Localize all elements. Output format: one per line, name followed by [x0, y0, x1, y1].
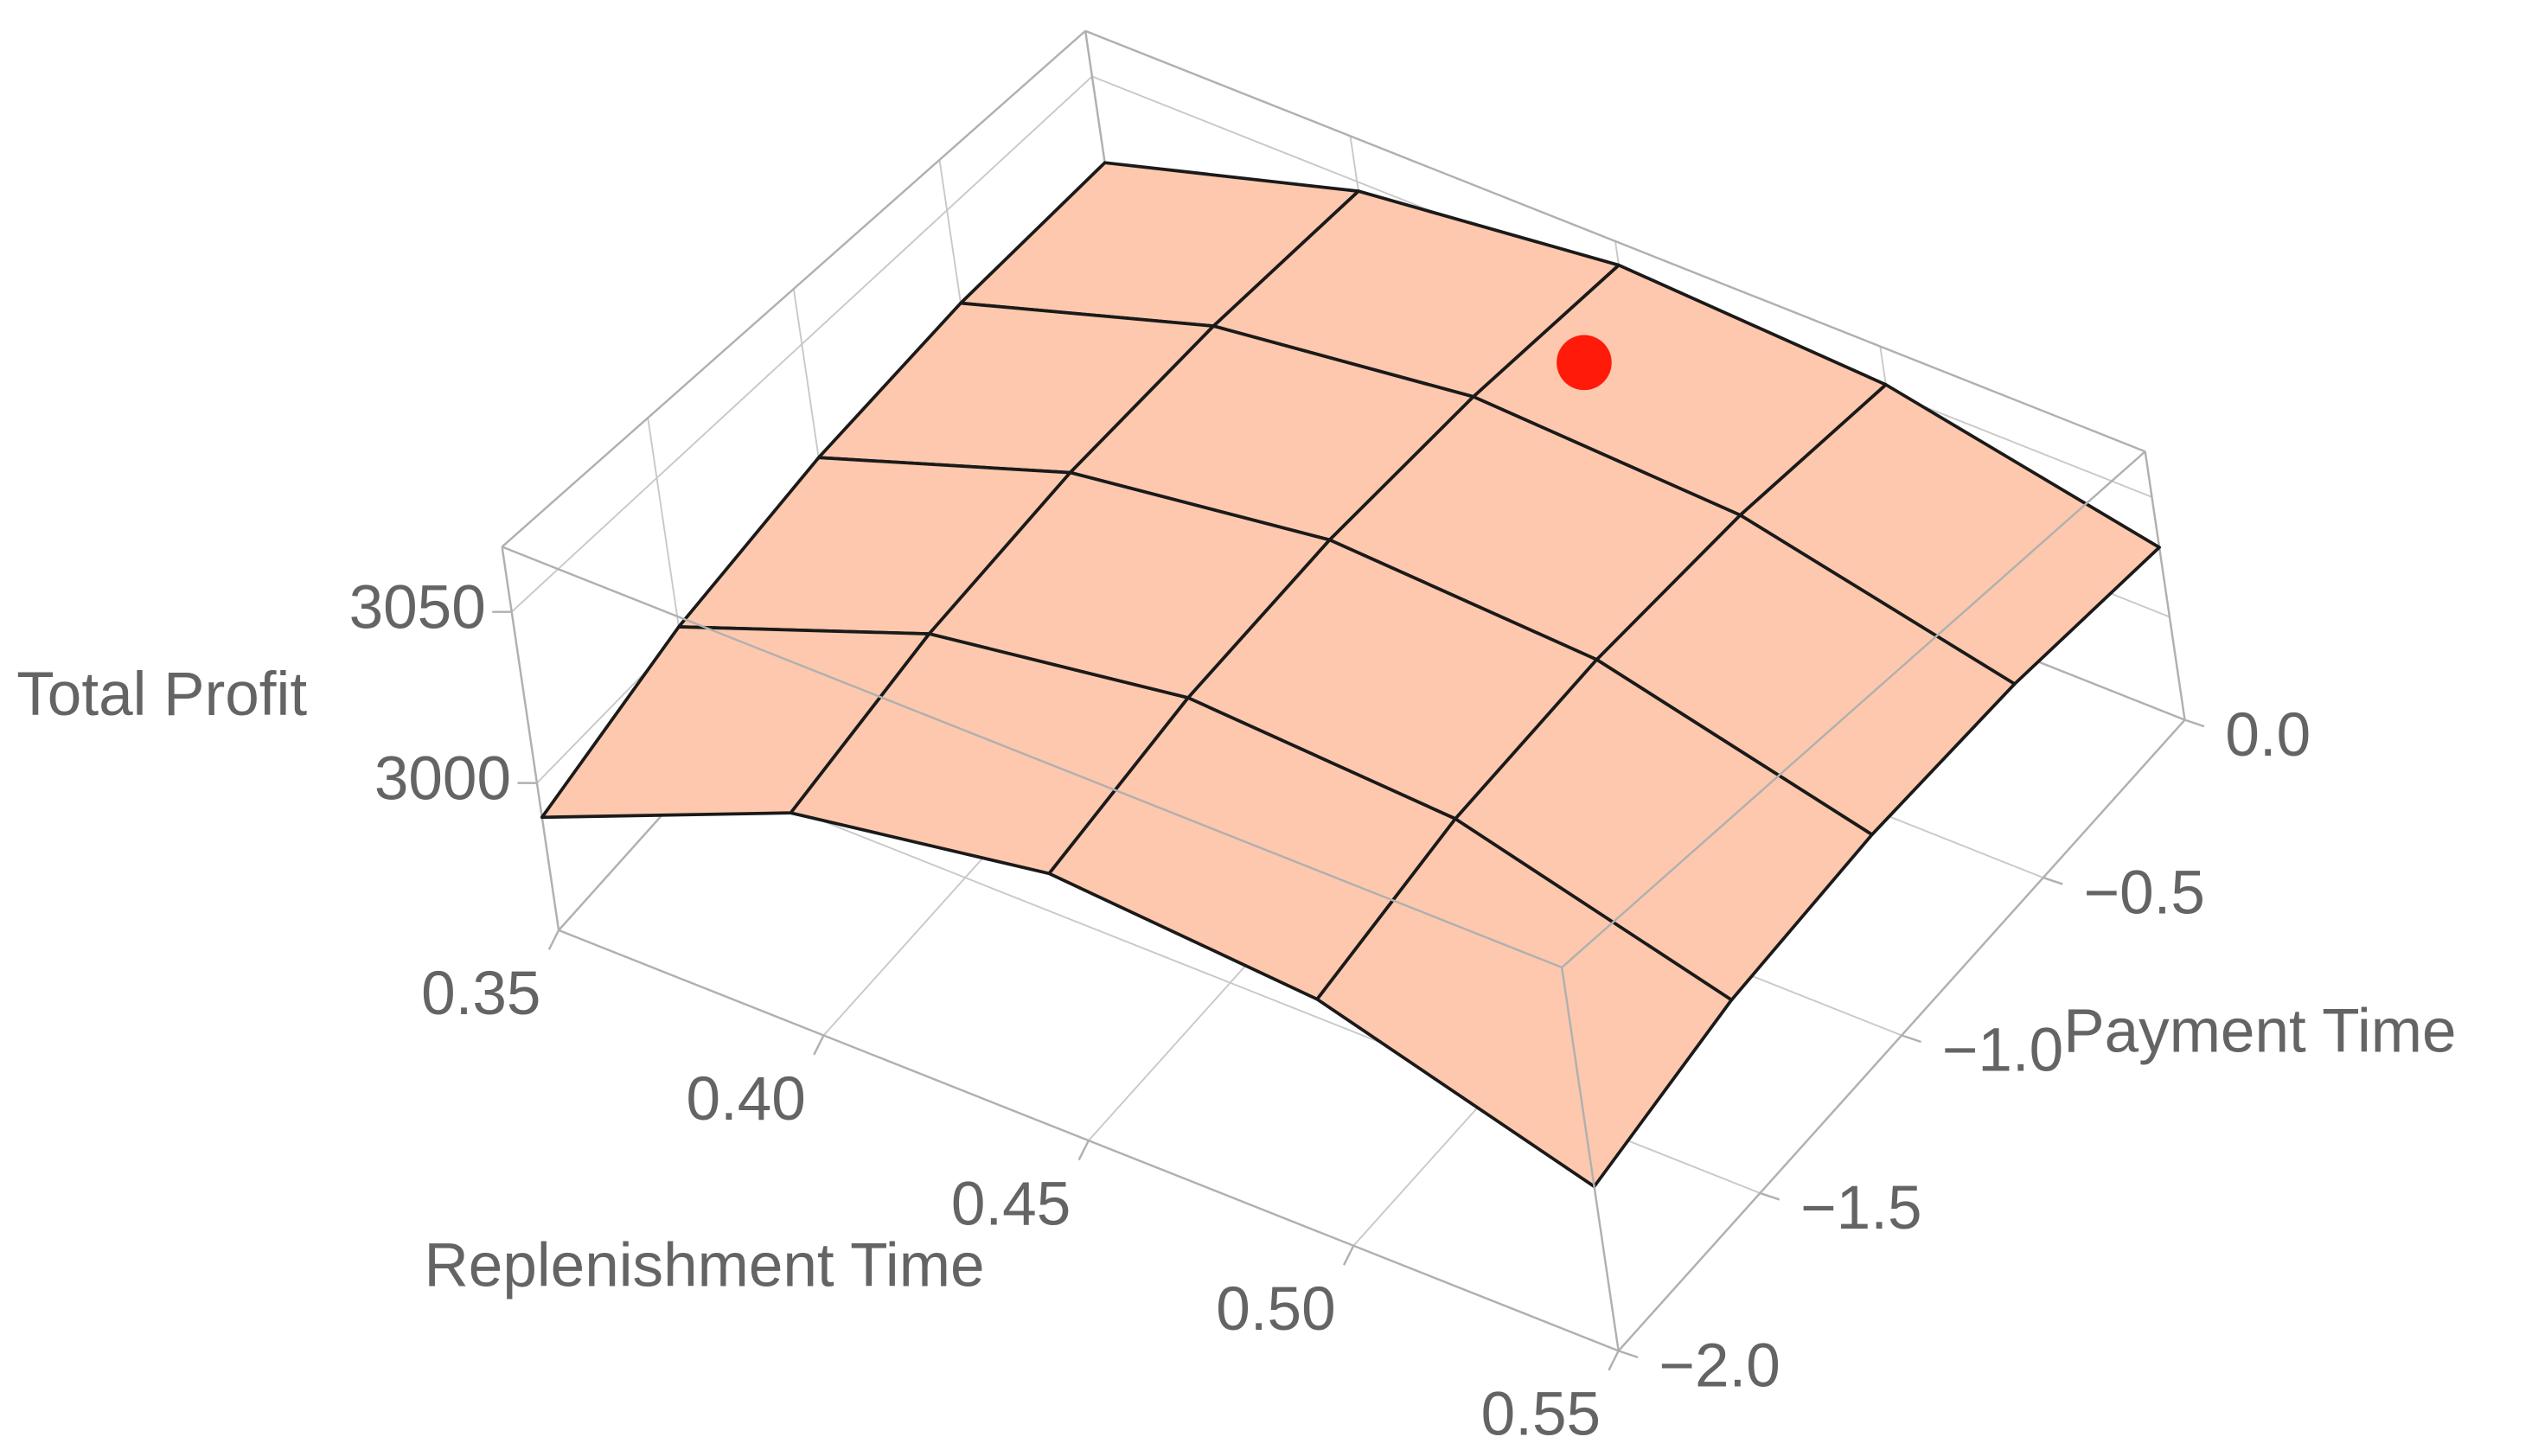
- x-tick: [547, 929, 560, 950]
- z-tick-label: 3050: [349, 573, 486, 642]
- box-edge: [501, 546, 560, 931]
- y-tick-label: −2.0: [1659, 1332, 1780, 1401]
- grid-line: [511, 75, 1093, 613]
- x-axis-label: Replenishment Time: [424, 1232, 984, 1300]
- y-tick: [1901, 1034, 1921, 1044]
- box-edge: [1560, 967, 1620, 1351]
- z-axis-label: Total Profit: [16, 661, 307, 729]
- box-edge: [2144, 451, 2186, 720]
- y-tick: [1618, 1350, 1639, 1359]
- x-tick: [1077, 1140, 1090, 1161]
- x-tick-label: 0.45: [951, 1171, 1071, 1239]
- y-tick-label: −1.0: [1942, 1017, 2063, 1085]
- x-tick: [813, 1034, 825, 1056]
- y-axis-label: Payment Time: [2063, 997, 2456, 1065]
- box-edge: [1561, 450, 2146, 968]
- y-tick: [1759, 1191, 1780, 1201]
- box-edge: [1084, 29, 2146, 453]
- box-edge: [501, 29, 1086, 548]
- x-tick-label: 0.35: [421, 960, 540, 1028]
- y-tick: [2184, 718, 2205, 728]
- x-tick-label: 0.50: [1216, 1275, 1335, 1344]
- box-edge: [502, 546, 1563, 969]
- y-tick: [2043, 876, 2063, 885]
- y-tick-label: −1.5: [1800, 1174, 1921, 1242]
- y-tick-label: 0.0: [2225, 701, 2311, 770]
- x-tick-label: 0.55: [1481, 1381, 1601, 1449]
- y-tick-label: −0.5: [2084, 859, 2205, 927]
- optimum-point: [1557, 335, 1612, 391]
- x-tick: [1342, 1245, 1355, 1266]
- x-tick: [1608, 1350, 1620, 1371]
- x-tick-label: 0.40: [686, 1065, 805, 1134]
- z-tick-label: 3000: [374, 744, 511, 813]
